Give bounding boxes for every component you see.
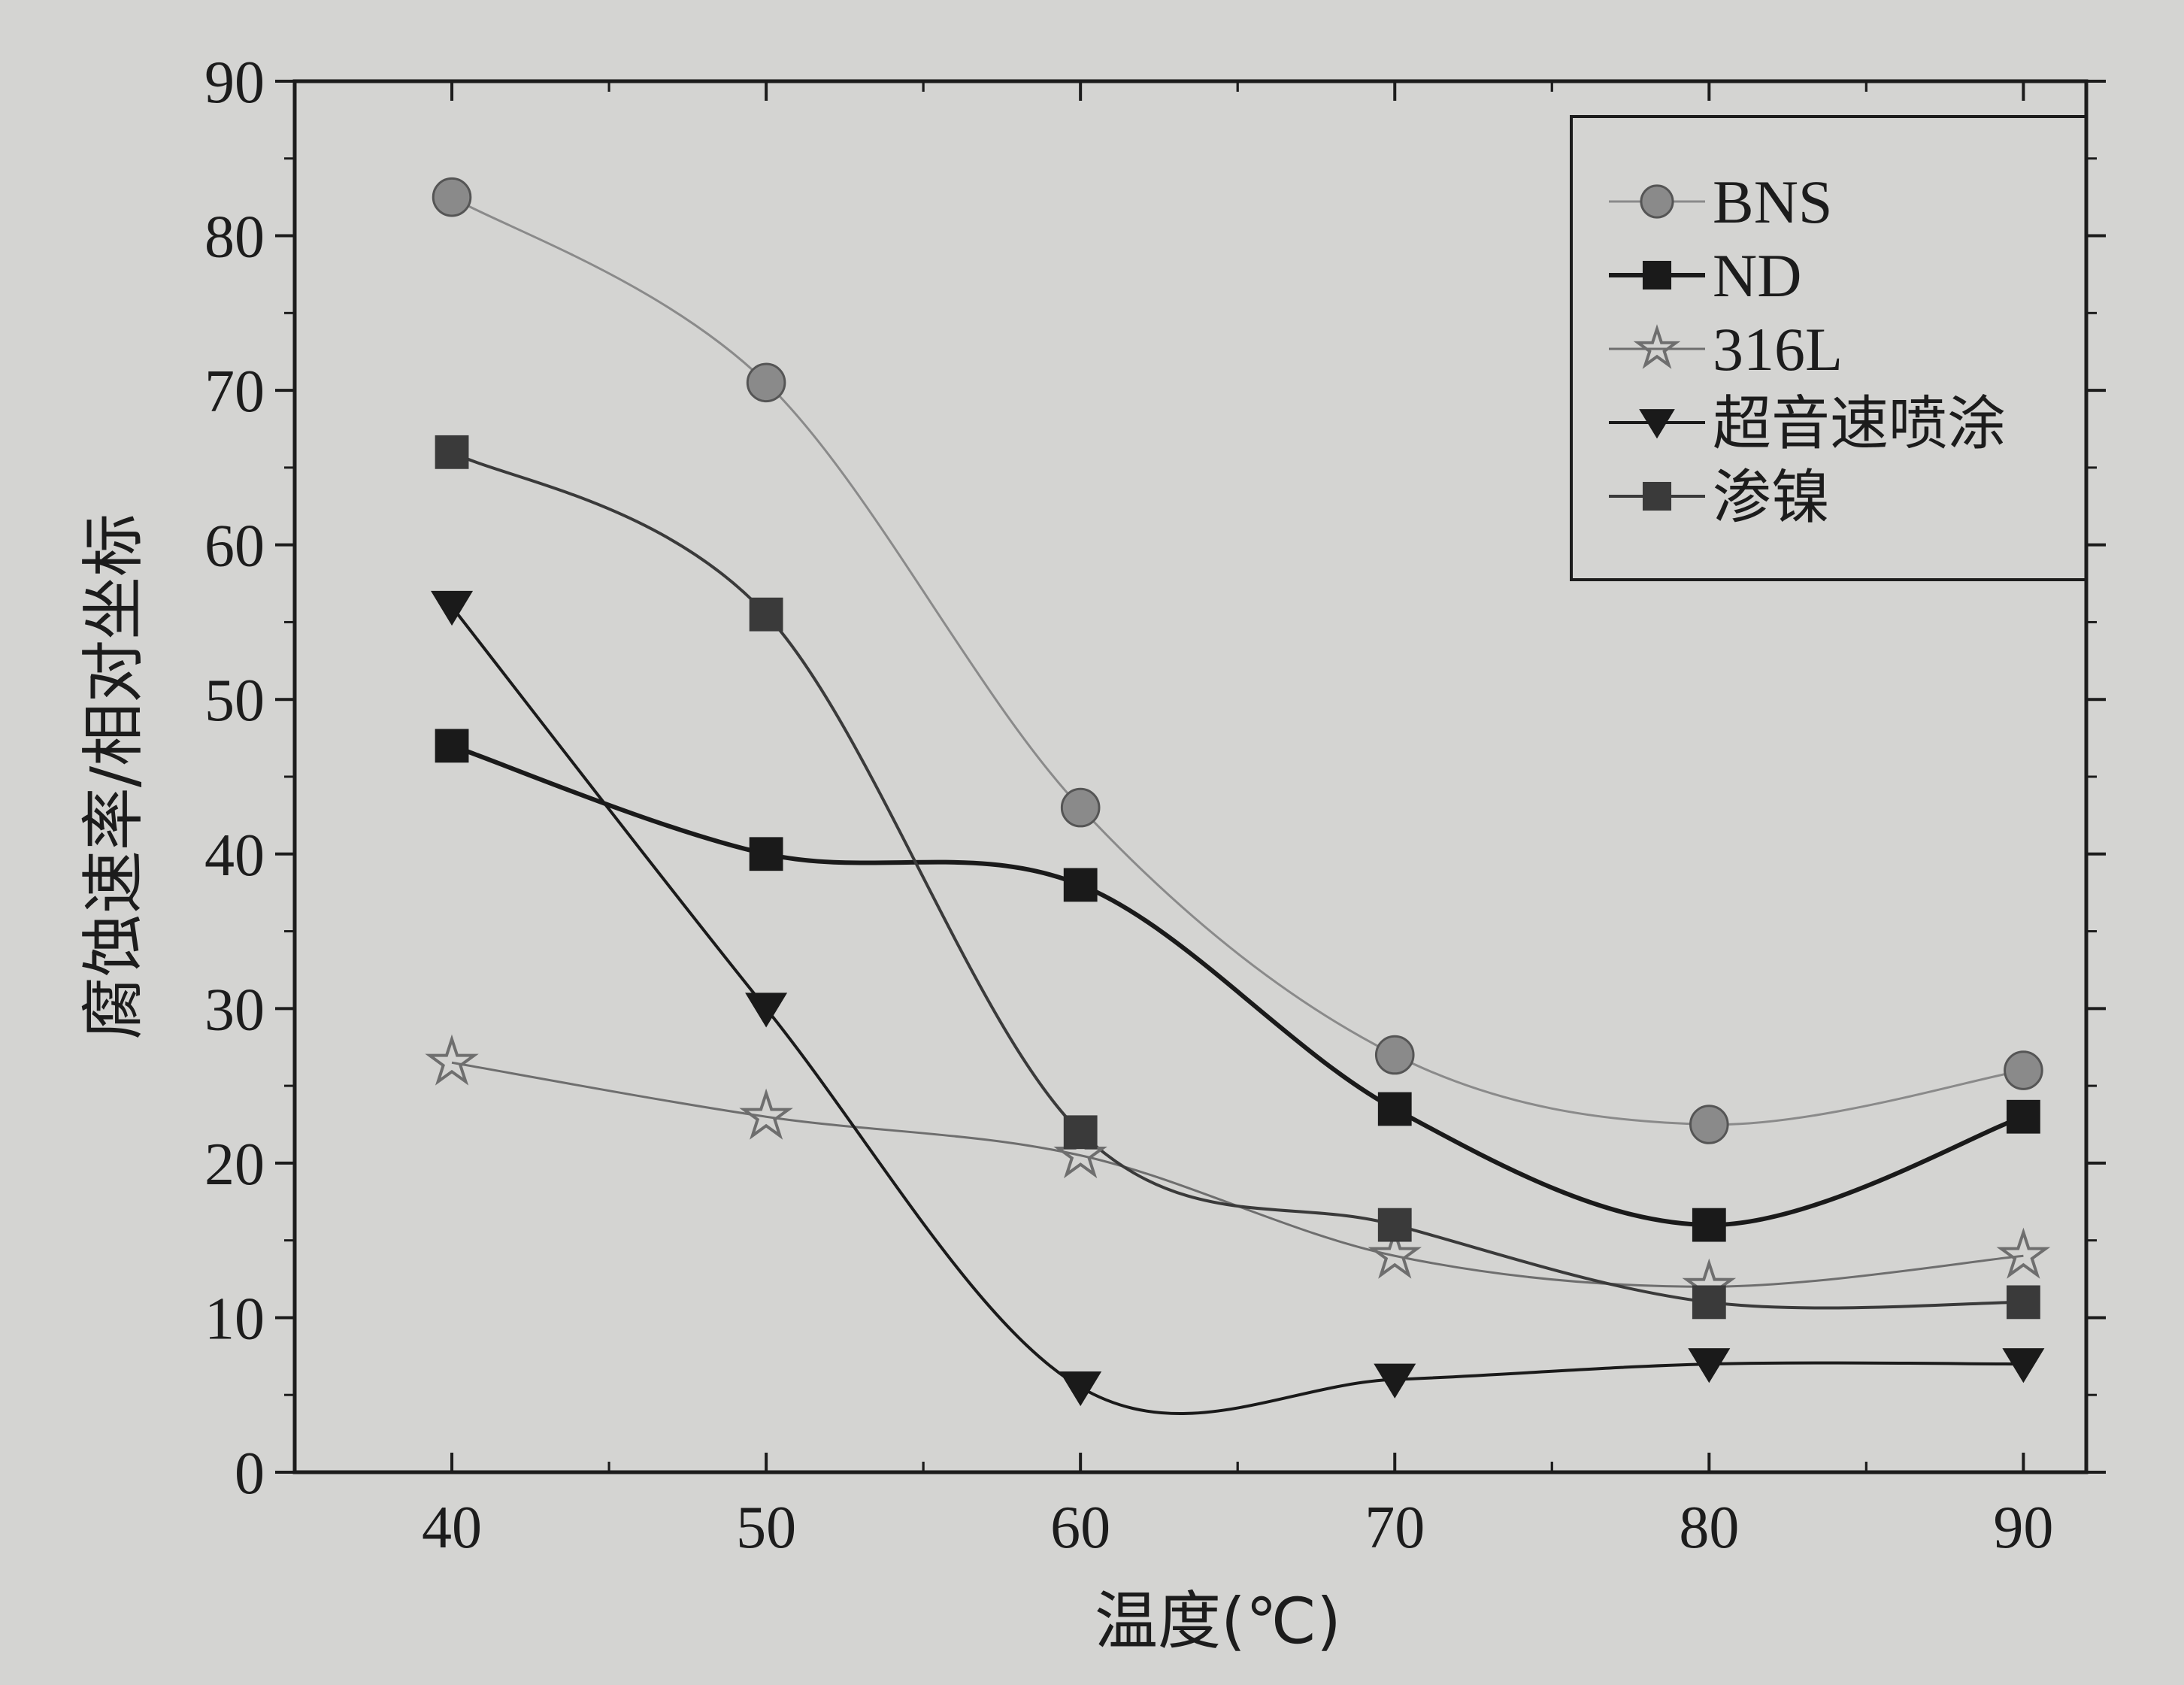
series-line-1 xyxy=(451,744,2025,1228)
y-tick-label: 80 xyxy=(204,205,265,271)
data-point-3 xyxy=(1688,1348,1731,1383)
data-point-4 xyxy=(2006,1285,2040,1320)
legend-marker-4 xyxy=(1642,481,1672,511)
legend-marker-2 xyxy=(1633,324,1681,369)
x-tick-label: 60 xyxy=(1050,1495,1110,1561)
data-point-3 xyxy=(431,590,474,626)
data-point-1 xyxy=(1063,868,1098,902)
data-point-4 xyxy=(1692,1285,1726,1320)
y-tick-label: 50 xyxy=(204,668,265,734)
y-axis-title: 腐蚀速率/相对坐标 xyxy=(77,514,150,1040)
legend-marker-1 xyxy=(1642,260,1672,290)
data-point-0 xyxy=(1689,1105,1729,1144)
data-point-1 xyxy=(1377,1092,1412,1126)
x-tick-label: 50 xyxy=(736,1495,796,1561)
legend-label-1: ND xyxy=(1713,241,1801,310)
data-point-3 xyxy=(1059,1371,1102,1407)
data-point-3 xyxy=(1374,1363,1416,1399)
legend-label-2: 316L xyxy=(1713,315,1843,383)
x-tick-label: 70 xyxy=(1365,1495,1425,1561)
data-point-1 xyxy=(2006,1099,2040,1134)
legend-label-0: BNS xyxy=(1713,168,1833,236)
y-tick-label: 0 xyxy=(235,1441,265,1507)
legend-label-4: 渗镍 xyxy=(1713,464,1830,532)
y-tick-label: 40 xyxy=(204,823,265,889)
axis-ticks xyxy=(275,80,2106,1474)
data-point-3 xyxy=(2002,1348,2045,1383)
data-point-1 xyxy=(1692,1208,1726,1242)
x-tick-label: 40 xyxy=(422,1495,482,1561)
x-axis-title: 温度(℃) xyxy=(1095,1584,1341,1658)
data-point-0 xyxy=(432,177,472,217)
y-tick-label: 60 xyxy=(204,514,265,580)
y-tick-label: 90 xyxy=(204,50,265,116)
legend-label-3: 超音速喷涂 xyxy=(1713,390,2006,458)
y-tick-label: 70 xyxy=(204,359,265,425)
data-point-2 xyxy=(425,1034,479,1086)
data-point-4 xyxy=(1377,1208,1412,1242)
x-tick-label: 80 xyxy=(1679,1495,1739,1561)
data-point-0 xyxy=(1374,1035,1415,1075)
data-point-2 xyxy=(1368,1227,1422,1279)
data-point-4 xyxy=(749,597,783,632)
data-point-3 xyxy=(745,993,788,1028)
data-point-1 xyxy=(749,837,783,871)
data-point-2 xyxy=(739,1088,793,1140)
legend-marker-0 xyxy=(1640,184,1674,219)
series-markers xyxy=(425,177,2051,1407)
data-point-4 xyxy=(1063,1115,1098,1150)
data-point-0 xyxy=(746,362,786,403)
data-point-0 xyxy=(1060,787,1101,828)
data-point-4 xyxy=(435,435,469,469)
legend-marker-3 xyxy=(1639,409,1675,439)
x-tick-label: 90 xyxy=(1993,1495,2053,1561)
data-point-1 xyxy=(435,729,469,763)
data-point-2 xyxy=(1996,1227,2051,1279)
tick-labels: 0 10 20 30 40 50 60 70 80 90 40 50 60 70 80 90 xyxy=(204,50,2053,1561)
data-point-0 xyxy=(2004,1050,2043,1090)
y-tick-label: 20 xyxy=(204,1132,265,1198)
y-tick-label: 30 xyxy=(204,977,265,1043)
legend-frame xyxy=(1570,115,2088,581)
y-tick-label: 10 xyxy=(204,1286,265,1352)
series-line-3 xyxy=(450,605,2024,1416)
